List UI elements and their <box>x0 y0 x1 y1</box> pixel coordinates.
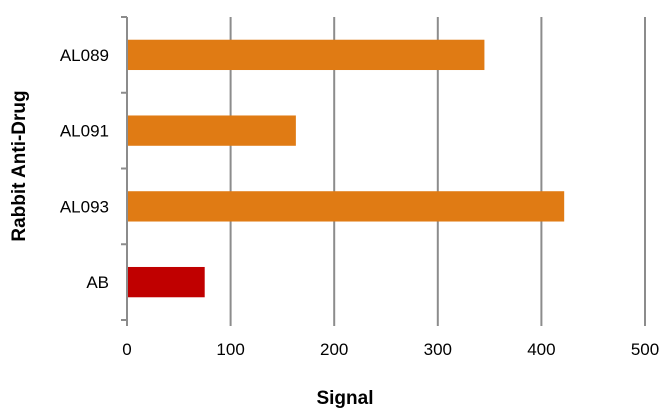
y-tick-label-ab: AB <box>86 273 109 292</box>
x-tick-label-500: 500 <box>631 340 659 359</box>
y-tick-label-al093: AL093 <box>60 197 109 216</box>
bar-al089 <box>127 39 485 71</box>
y-axis-title: Rabbit Anti-Drug <box>9 90 30 241</box>
y-tick-labels: AL089 AL091 AL093 AB <box>60 46 109 292</box>
y-tick-label-al089: AL089 <box>60 46 109 65</box>
bar-al091 <box>127 115 296 146</box>
x-tick-label-400: 400 <box>527 340 555 359</box>
x-tick-labels: 0 100 200 300 400 500 <box>122 340 659 359</box>
x-tick-label-100: 100 <box>216 340 244 359</box>
y-tick-label-al091: AL091 <box>60 122 109 141</box>
bar-al093 <box>127 191 565 222</box>
x-tick-label-0: 0 <box>122 340 131 359</box>
x-axis-title: Signal <box>316 388 373 409</box>
bars <box>127 39 565 298</box>
x-tick-label-300: 300 <box>424 340 452 359</box>
bar-ab <box>127 266 205 298</box>
axes <box>121 16 646 326</box>
x-tick-label-200: 200 <box>320 340 348 359</box>
